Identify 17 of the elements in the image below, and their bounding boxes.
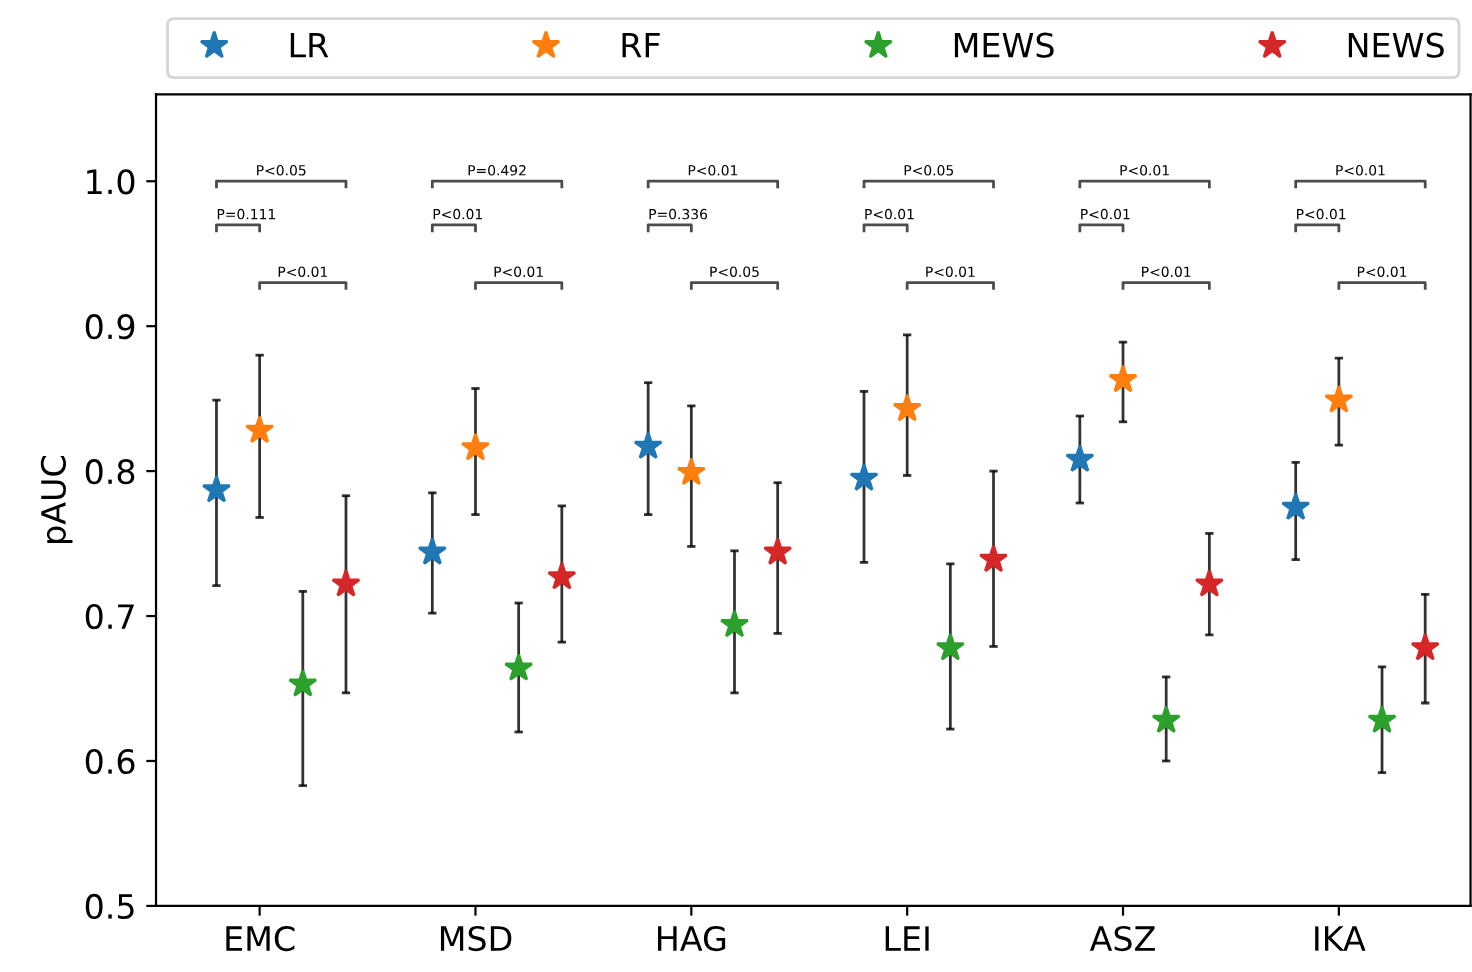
x-tick-label: EMC — [226, 925, 295, 952]
y-tick-label: 0.9 — [85, 314, 135, 340]
x-tick-label: ASZ — [1089, 925, 1155, 952]
legend-label: NEWS — [1348, 32, 1444, 58]
y-axis-title: pAUC — [40, 456, 73, 543]
x-tick-label: IKA — [1315, 926, 1366, 951]
x-tick-label: MSD — [440, 925, 512, 952]
x-tick-label: HAG — [658, 925, 726, 952]
y-tick-label: 0.7 — [85, 603, 134, 630]
y-tick-label: 0.5 — [85, 893, 134, 920]
legend-label: LR — [290, 33, 329, 58]
y-tick-label: 0.8 — [85, 459, 135, 485]
x-tick-label: LEI — [885, 926, 929, 951]
y-tick-label: 0.6 — [85, 748, 135, 775]
y-tick-label: 1.0 — [87, 169, 135, 195]
legend-label: MEWS — [954, 32, 1054, 58]
legend-label: RF — [622, 33, 660, 58]
